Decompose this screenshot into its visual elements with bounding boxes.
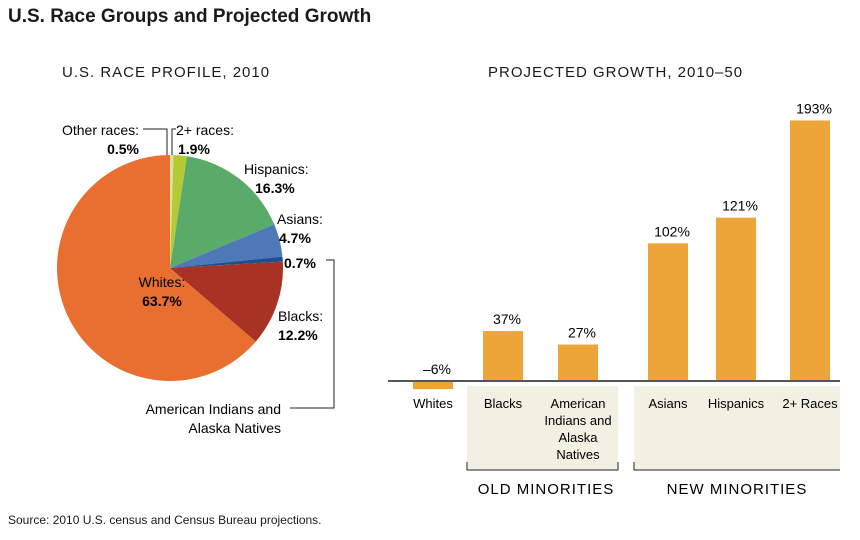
pie-label: Asians: [277,211,323,227]
leader-line [143,128,168,155]
pie-value: 16.3% [255,180,295,196]
bar-value: 193% [796,100,832,116]
bar-value: –6% [423,361,451,377]
pie-value: 0.5% [107,141,139,157]
pie-slice [170,224,283,268]
pie-slice [170,156,275,268]
pie-value: 1.9% [178,141,210,157]
category-label: Asians [648,396,688,411]
group-box [467,386,618,470]
pie-slice [170,155,187,268]
bar-value: 102% [654,223,690,239]
category-label: American [551,396,606,411]
category-label: Indians and [544,413,611,428]
category-label: 2+ Races [782,396,838,411]
pie-label: Blacks: [278,308,323,324]
category-label: Alaska [558,430,598,445]
pie-value: 12.2% [278,327,318,343]
bar-value: 27% [568,325,596,341]
bar-value: 37% [493,311,521,327]
bar [413,381,453,390]
pie-label: American Indians and [146,401,281,417]
pie-value: 0.7% [284,255,316,271]
group-bracket [633,462,840,471]
bar-title: PROJECTED GROWTH, 2010–50 [488,64,744,81]
bar-value: 121% [722,198,758,214]
group-label: OLD MINORITIES [478,481,615,498]
bar [716,217,756,381]
group-bracket [466,462,619,471]
pie-label: Whites: [139,274,186,290]
pie-slice [170,155,174,268]
pie-label: Hispanics: [244,161,309,177]
bar [558,344,598,381]
bar [790,120,830,381]
pie-label: Other races: [62,122,139,138]
pie-value: 4.7% [279,230,311,246]
pie-title: U.S. RACE PROFILE, 2010 [62,64,271,81]
leader-line [171,128,176,155]
category-label: Whites [413,396,453,411]
bar [648,243,688,381]
source-note: Source: 2010 U.S. census and Census Bure… [8,513,322,527]
category-label: Blacks [484,396,523,411]
category-label: Natives [556,447,600,462]
category-label: Hispanics [708,396,765,411]
group-box [634,386,840,470]
pie-slice [56,155,256,381]
pie-slice [170,261,283,342]
pie-label: Alaska Natives [188,420,281,436]
group-label: NEW MINORITIES [667,481,808,498]
pie-value: 63.7% [142,293,182,309]
pie-label: 2+ races: [176,122,234,138]
pie-slice [170,256,283,268]
leader-line [290,259,335,409]
bar [483,331,523,381]
figure-title: U.S. Race Groups and Projected Growth [8,6,372,27]
